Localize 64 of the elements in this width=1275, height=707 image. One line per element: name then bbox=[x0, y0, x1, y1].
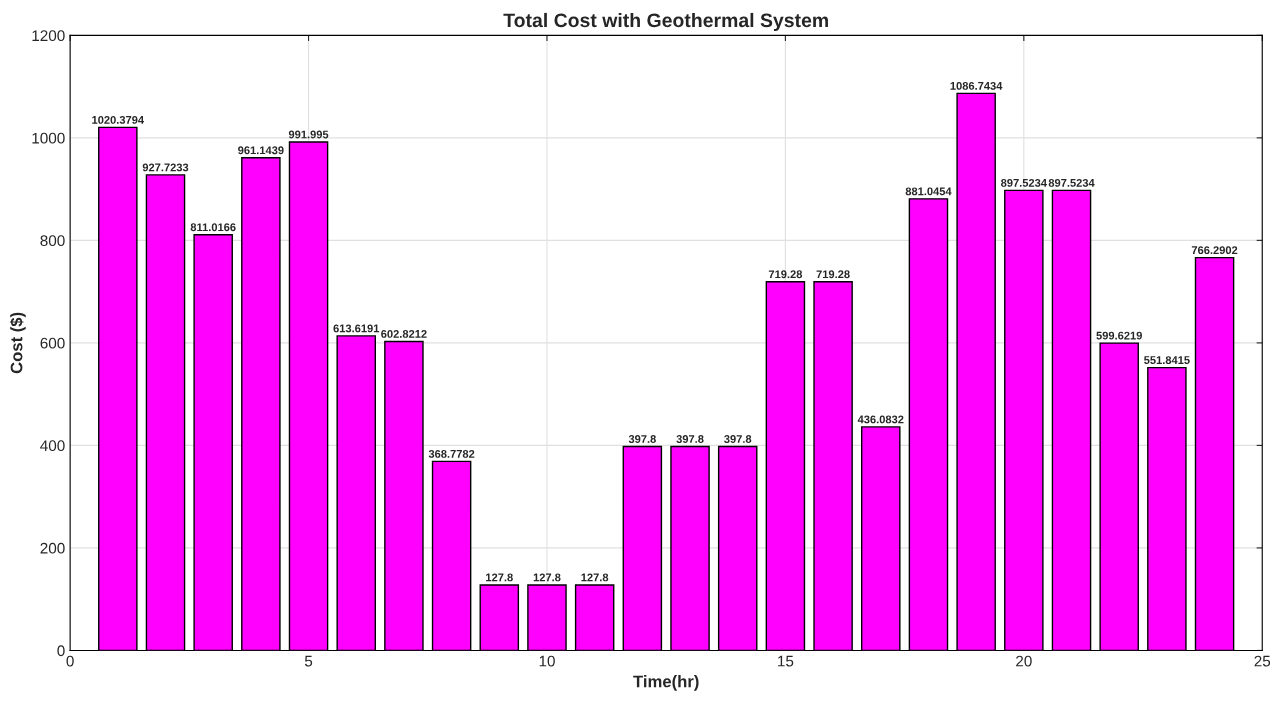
y-tick-label: 1000 bbox=[32, 132, 65, 144]
data-label: 127.8 bbox=[486, 573, 513, 582]
y-tick-label: 800 bbox=[40, 235, 65, 247]
bar bbox=[1004, 189, 1044, 651]
data-label: 927.7233 bbox=[142, 163, 189, 172]
data-label: 368.7782 bbox=[428, 449, 475, 458]
bar bbox=[431, 460, 472, 651]
bar bbox=[1099, 342, 1139, 651]
data-label: 127.8 bbox=[581, 573, 609, 582]
bar bbox=[145, 174, 186, 651]
data-label: 897.5234 bbox=[1048, 178, 1095, 187]
x-tick-label: 20 bbox=[1016, 655, 1032, 667]
x-tick-label: 5 bbox=[304, 655, 313, 667]
data-label: 436.0832 bbox=[857, 415, 904, 424]
data-label: 397.8 bbox=[676, 435, 704, 443]
y-tick-label: 0 bbox=[57, 645, 65, 657]
y-tick-label: 400 bbox=[40, 440, 65, 452]
data-label: 397.8 bbox=[724, 435, 752, 443]
bar bbox=[1147, 366, 1187, 651]
data-label: 1086.7434 bbox=[950, 81, 1003, 90]
bar bbox=[908, 198, 949, 651]
data-label: 961.1439 bbox=[238, 146, 284, 155]
x-axis-title: Time(hr) bbox=[633, 675, 699, 691]
y-tick-label: 600 bbox=[40, 337, 65, 349]
x-tick-label: 25 bbox=[1254, 655, 1271, 667]
bar bbox=[193, 234, 233, 651]
bar bbox=[622, 445, 663, 651]
data-label: 613.6191 bbox=[333, 324, 380, 333]
data-label: 397.8 bbox=[628, 435, 656, 443]
bar bbox=[241, 157, 281, 651]
bar bbox=[1051, 189, 1092, 651]
y-tick-label: 1200 bbox=[32, 30, 65, 42]
bar bbox=[1194, 256, 1235, 651]
bar bbox=[479, 584, 520, 651]
data-label: 766.2902 bbox=[1191, 246, 1238, 255]
data-label: 127.8 bbox=[533, 573, 561, 582]
x-tick-label: 10 bbox=[539, 655, 555, 667]
data-label: 719.28 bbox=[768, 270, 803, 279]
bar bbox=[336, 335, 377, 651]
x-tick-label: 0 bbox=[66, 655, 74, 667]
data-label: 811.0166 bbox=[190, 223, 236, 232]
bar bbox=[527, 584, 567, 651]
data-label: 991.995 bbox=[288, 130, 329, 139]
data-label: 719.28 bbox=[816, 270, 850, 279]
data-label: 881.0454 bbox=[905, 187, 952, 196]
bar bbox=[288, 141, 329, 651]
bar bbox=[98, 126, 138, 651]
bar bbox=[670, 445, 710, 651]
chart-title: Total Cost with Geothermal System bbox=[503, 12, 828, 32]
bar bbox=[384, 340, 424, 651]
data-label: 1020.3794 bbox=[92, 115, 145, 124]
y-tick-label: 200 bbox=[40, 542, 65, 554]
data-label: 551.8415 bbox=[1144, 356, 1190, 364]
data-label: 599.6219 bbox=[1096, 331, 1142, 340]
data-label: 602.8212 bbox=[381, 330, 427, 338]
bar bbox=[813, 281, 853, 651]
bar bbox=[765, 281, 806, 651]
data-label: 897.5234 bbox=[1001, 178, 1047, 187]
bar bbox=[956, 92, 996, 651]
bar bbox=[861, 426, 901, 651]
y-axis-title: Cost ($) bbox=[9, 312, 26, 374]
x-tick-label: 15 bbox=[778, 655, 794, 667]
bar bbox=[574, 584, 615, 651]
bar bbox=[717, 445, 758, 651]
